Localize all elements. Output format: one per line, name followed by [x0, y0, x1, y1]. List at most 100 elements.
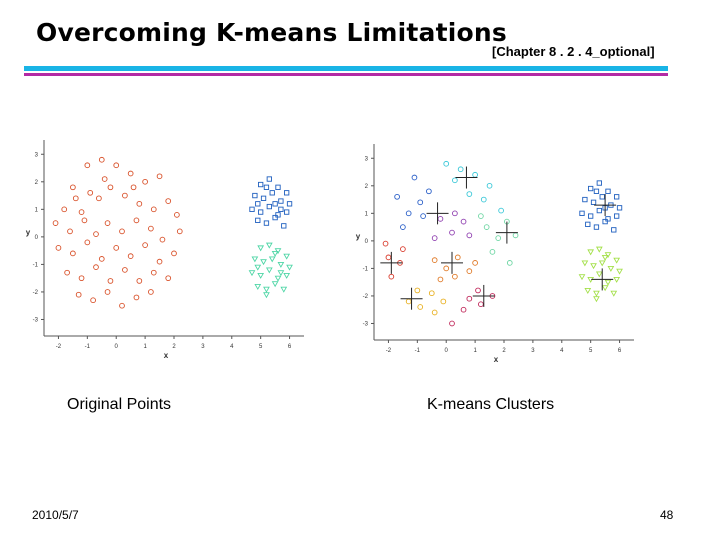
data-point: [156, 173, 163, 180]
data-point: [93, 264, 99, 271]
x-tick-label: 6: [618, 348, 622, 354]
data-point: [52, 220, 59, 226]
data-point: [585, 221, 591, 227]
data-point: [136, 200, 143, 207]
data-point: [495, 235, 502, 241]
data-point: [254, 264, 262, 271]
y-axis-label: y: [26, 228, 31, 237]
y-tick-label: 3: [35, 152, 39, 158]
y-tick-label: 0: [35, 235, 39, 241]
data-point: [263, 292, 270, 299]
data-point: [72, 195, 79, 202]
data-point: [254, 283, 262, 290]
data-point: [593, 296, 600, 303]
y-tick-label: -3: [33, 317, 39, 323]
data-point: [588, 185, 594, 192]
x-tick-label: -2: [56, 344, 62, 350]
x-tick-label: 4: [560, 348, 564, 354]
original-points-plot: -2 -1 0 1 2 3 4 5 6 3 2 1 0 -1 -2 -3 x y: [26, 140, 304, 360]
data-point: [70, 250, 76, 257]
data-point: [55, 245, 62, 251]
data-point: [598, 260, 606, 267]
data-point: [249, 206, 255, 212]
data-point: [64, 269, 70, 276]
data-point: [275, 184, 281, 190]
data-point: [258, 209, 264, 215]
data-point: [271, 250, 279, 257]
data-point: [258, 181, 264, 188]
data-point: [255, 217, 261, 223]
data-point: [122, 267, 128, 273]
data-point: [452, 177, 458, 184]
x-tick-label: 0: [445, 348, 449, 354]
data-point: [486, 182, 493, 189]
data-point: [165, 198, 172, 204]
data-point: [78, 275, 85, 282]
kmeans-clusters-plot: -2 -1 0 1 2 3 4 5 6 3 2 1 0 -1 -2 -3 x y: [356, 144, 634, 364]
data-point: [176, 228, 183, 235]
data-point: [278, 206, 284, 212]
data-point: [454, 254, 461, 261]
data-point: [263, 184, 270, 190]
x-tick-label: -1: [415, 348, 421, 354]
data-point: [283, 272, 291, 279]
x-tick-label: 2: [172, 344, 176, 350]
data-point: [604, 279, 612, 286]
data-point: [142, 178, 148, 185]
data-point: [277, 270, 285, 277]
data-point: [113, 245, 120, 251]
data-point: [578, 274, 586, 281]
x-tick-label: -2: [386, 348, 392, 354]
data-point: [601, 254, 609, 261]
data-point: [159, 236, 166, 243]
data-point: [411, 174, 418, 181]
data-point: [417, 304, 424, 310]
data-point: [174, 211, 180, 218]
data-point: [437, 276, 444, 283]
data-point: [257, 272, 265, 279]
data-point: [388, 273, 395, 280]
x-tick-label: 5: [259, 344, 263, 350]
data-point: [284, 190, 290, 196]
data-point: [428, 290, 435, 297]
x-axis-label: x: [164, 351, 169, 360]
data-point: [460, 306, 467, 313]
data-point: [394, 193, 400, 200]
data-point: [127, 253, 134, 259]
data-point: [437, 215, 444, 222]
data-point: [382, 240, 389, 247]
data-point: [281, 223, 287, 229]
data-point: [614, 194, 620, 200]
data-point: [148, 225, 154, 232]
data-point: [142, 242, 148, 248]
data-point: [475, 287, 481, 294]
x-tick-label: 0: [115, 344, 119, 350]
centroid-marker: [495, 221, 518, 244]
title-rule-top: [24, 66, 668, 71]
data-point: [400, 224, 406, 230]
title-rule-bottom: [24, 73, 668, 76]
y-axis-label: y: [356, 232, 361, 241]
data-point: [255, 201, 261, 207]
data-point: [582, 196, 588, 203]
data-point: [133, 294, 140, 301]
data-point: [70, 184, 76, 191]
data-point: [472, 260, 478, 266]
data-point: [87, 189, 94, 196]
data-point: [96, 195, 102, 202]
data-point: [498, 207, 504, 214]
data-point: [265, 242, 273, 249]
data-point: [604, 252, 612, 259]
data-point: [506, 260, 513, 266]
data-point: [272, 201, 278, 207]
data-point: [431, 309, 438, 316]
data-point: [602, 218, 608, 225]
data-point: [452, 210, 458, 217]
y-tick-label: -1: [33, 262, 39, 268]
data-point: [584, 287, 592, 294]
data-point: [587, 249, 595, 256]
data-point: [283, 253, 291, 260]
caption-original-points: Original Points: [67, 396, 172, 413]
data-point: [165, 275, 172, 282]
data-point: [593, 188, 600, 194]
